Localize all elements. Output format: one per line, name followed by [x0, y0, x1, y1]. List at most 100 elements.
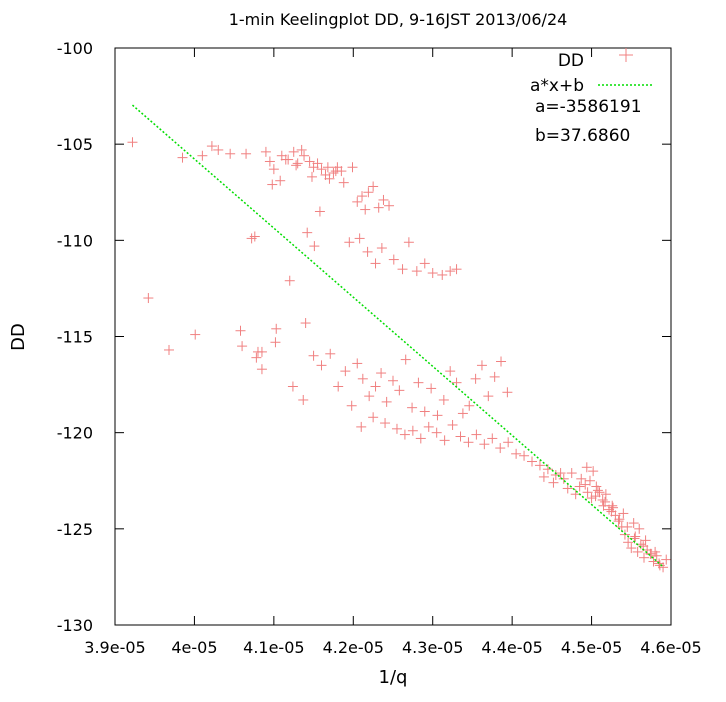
- data-point: [638, 552, 649, 563]
- data-point: [357, 373, 368, 384]
- data-point: [177, 152, 188, 163]
- data-point: [580, 479, 591, 490]
- data-point: [235, 325, 246, 336]
- data-point: [249, 231, 260, 242]
- data-point: [312, 158, 323, 169]
- data-point: [618, 508, 629, 519]
- data-point: [320, 169, 331, 180]
- data-point: [388, 375, 398, 386]
- x-tick-label: 4.3e-05: [402, 638, 463, 657]
- data-point: [626, 543, 637, 554]
- x-tick-label: 4.1e-05: [243, 638, 304, 657]
- data-point: [407, 402, 418, 413]
- data-point: [403, 237, 414, 248]
- data-point: [463, 437, 474, 448]
- data-point: [340, 366, 351, 377]
- data-point: [476, 360, 487, 371]
- data-point: [432, 410, 443, 421]
- data-point: [614, 514, 625, 525]
- y-tick-label: -125: [57, 520, 93, 539]
- data-point: [381, 396, 392, 407]
- fit-line-layer: [131, 104, 664, 568]
- x-tick-label: 4.2e-05: [323, 638, 384, 657]
- data-point: [451, 264, 462, 275]
- legend-label-fit: a*x+b: [530, 76, 584, 96]
- data-point: [370, 258, 381, 269]
- data-point: [628, 518, 639, 529]
- data-point: [370, 381, 381, 392]
- data-point: [594, 487, 605, 498]
- data-point: [600, 496, 611, 507]
- data-point: [304, 156, 315, 167]
- data-point: [527, 456, 537, 467]
- data-point: [397, 264, 408, 275]
- data-point: [380, 418, 391, 429]
- data-point: [502, 387, 513, 398]
- data-point: [439, 435, 450, 446]
- data-point: [306, 171, 317, 182]
- y-axis-label: DD: [8, 323, 29, 351]
- data-point: [457, 408, 468, 419]
- y-tick-label: -110: [57, 231, 93, 250]
- x-tick-label: 4.4e-05: [481, 638, 542, 657]
- data-point: [607, 500, 618, 511]
- data-point: [538, 471, 549, 482]
- data-point: [566, 468, 577, 479]
- legend-marker-points: [619, 48, 633, 62]
- y-tick-label: -100: [57, 39, 93, 58]
- data-point: [213, 144, 224, 155]
- data-point: [287, 381, 298, 392]
- data-point: [164, 344, 175, 355]
- data-point: [384, 200, 395, 211]
- y-tick-label: -130: [57, 616, 93, 635]
- data-point: [634, 523, 645, 534]
- data-point: [316, 164, 327, 175]
- data-point: [325, 348, 336, 359]
- data-point: [654, 558, 665, 569]
- data-point: [586, 493, 597, 504]
- data-point: [333, 381, 344, 392]
- data-point: [197, 150, 208, 161]
- data-point: [623, 537, 634, 548]
- chart-title: 1-min Keelingplot DD, 9-16JST 2013/06/24: [229, 10, 568, 29]
- data-point: [270, 337, 281, 348]
- data-point: [588, 466, 599, 477]
- data-point: [360, 204, 371, 215]
- data-point: [503, 437, 514, 448]
- data-point: [316, 360, 327, 371]
- data-point: [427, 268, 438, 279]
- x-tick-label: 4.5e-05: [561, 638, 622, 657]
- data-point: [464, 400, 475, 411]
- data-point: [495, 443, 506, 454]
- data-point: [613, 516, 624, 527]
- data-point: [298, 394, 309, 405]
- data-point: [292, 158, 303, 169]
- data-point: [267, 179, 278, 190]
- data-point: [650, 546, 661, 557]
- data-point: [445, 266, 456, 277]
- y-tick-label: -115: [57, 328, 93, 347]
- data-point: [591, 481, 602, 492]
- data-point: [419, 258, 430, 269]
- data-point: [600, 489, 611, 500]
- annotation-slope: a=-3586191: [535, 97, 642, 117]
- fit-line: [131, 104, 664, 568]
- x-tick-label: 3.9e-05: [84, 638, 145, 657]
- x-tick-label: 4e-05: [171, 638, 217, 657]
- data-point: [376, 243, 387, 254]
- data-point: [598, 500, 609, 511]
- data-point: [378, 194, 389, 205]
- data-point: [592, 485, 603, 496]
- data-point: [268, 164, 279, 175]
- data-point: [352, 358, 363, 369]
- data-point: [483, 391, 494, 402]
- data-point: [619, 529, 630, 540]
- data-point: [309, 241, 320, 252]
- data-point: [661, 554, 672, 565]
- x-tick-label: 4.6e-05: [640, 638, 701, 657]
- data-point: [511, 448, 522, 459]
- data-point: [388, 254, 399, 265]
- legend: DD a*x+b: [530, 48, 652, 96]
- data-point: [299, 150, 310, 161]
- y-tick-label: -105: [57, 135, 93, 154]
